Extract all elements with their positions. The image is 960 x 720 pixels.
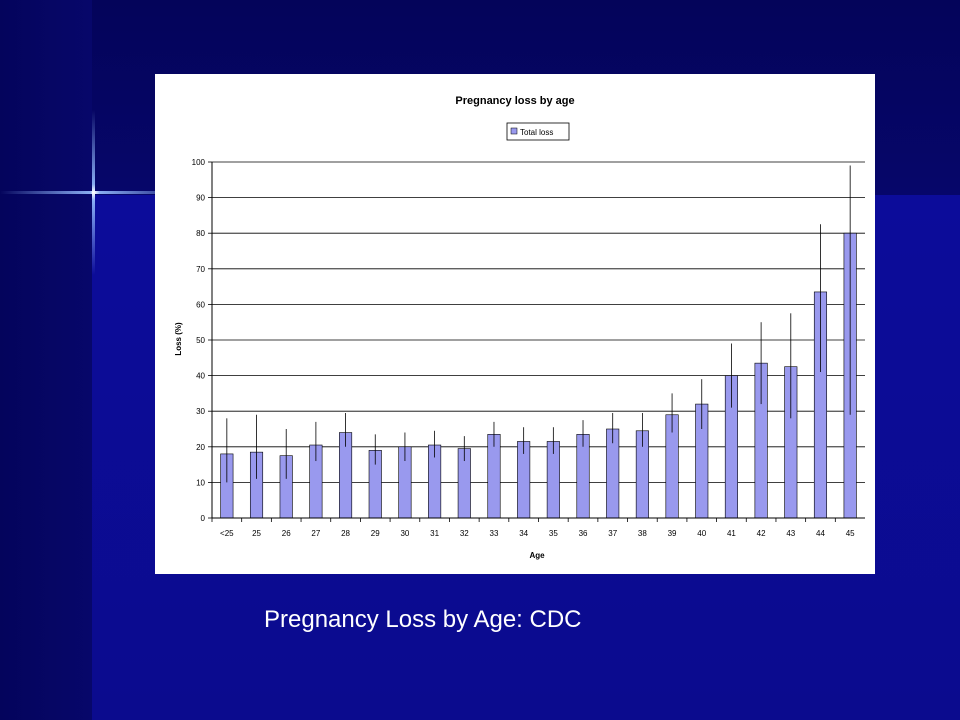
error-bars xyxy=(226,165,851,483)
x-tick-label: 34 xyxy=(519,529,528,538)
y-tick-label: 80 xyxy=(196,229,205,238)
y-tick-label: 60 xyxy=(196,300,205,309)
x-tick-label: 45 xyxy=(846,529,855,538)
legend-swatch xyxy=(510,127,518,135)
y-tick-label: 50 xyxy=(196,336,205,345)
x-tick-label: 32 xyxy=(460,529,469,538)
y-tick-label: 10 xyxy=(196,478,205,487)
slide-caption: Pregnancy Loss by Age: CDC xyxy=(264,606,582,633)
y-tick-label: 30 xyxy=(196,407,205,416)
y-tick-label: 70 xyxy=(196,265,205,274)
x-tick-label: <25 xyxy=(220,529,234,538)
x-tick-label: 30 xyxy=(400,529,409,538)
x-tick-label: 28 xyxy=(341,529,350,538)
y-tick-label: 100 xyxy=(192,158,206,167)
legend-label: Total loss xyxy=(520,128,553,137)
x-tick-label: 27 xyxy=(311,529,320,538)
x-tick-labels: <25 25 26 27 28 29 30 31 32 33 34 35 36 37 38 39 40 41 42 4… xyxy=(211,518,855,538)
x-tick-label: 44 xyxy=(816,529,825,538)
x-tick-label: 35 xyxy=(549,529,558,538)
y-tick-label: 20 xyxy=(196,443,205,452)
x-tick-label: 31 xyxy=(430,529,439,538)
x-tick-label: 37 xyxy=(608,529,617,538)
chart-panel: Pregnancy loss by age Total loss 0 10 20 30… xyxy=(155,74,875,574)
y-axis-label: Loss (%) xyxy=(174,322,183,356)
x-tick-label: 38 xyxy=(638,529,647,538)
chart-legend: Total loss xyxy=(506,122,570,141)
slide-background-left xyxy=(0,0,92,720)
x-tick-label: 40 xyxy=(697,529,706,538)
x-axis-label: Age xyxy=(529,551,545,560)
y-tick-label: 40 xyxy=(196,372,205,381)
x-tick-label: 25 xyxy=(252,529,261,538)
y-tick-labels: 0 10 20 30 40 50 60 70 80 90 100 xyxy=(192,158,212,523)
x-tick-label: 43 xyxy=(786,529,795,538)
y-tick-label: 0 xyxy=(201,514,206,523)
sparkle-decoration-vertical xyxy=(92,110,95,275)
x-tick-label: 41 xyxy=(727,529,736,538)
x-tick-label: 36 xyxy=(579,529,588,538)
x-tick-label: 26 xyxy=(282,529,291,538)
x-tick-label: 39 xyxy=(668,529,677,538)
x-tick-label: 29 xyxy=(371,529,380,538)
legend-box xyxy=(506,122,570,141)
bar xyxy=(576,434,590,519)
bar-chart: Pregnancy loss by age Total loss 0 10 20 30… xyxy=(174,95,865,560)
sparkle-decoration-horizontal xyxy=(0,191,200,194)
y-tick-label: 90 xyxy=(196,194,205,203)
chart-title: Pregnancy loss by age xyxy=(455,95,574,107)
x-tick-label: 42 xyxy=(757,529,766,538)
x-tick-label: 33 xyxy=(490,529,499,538)
bar xyxy=(487,434,501,519)
